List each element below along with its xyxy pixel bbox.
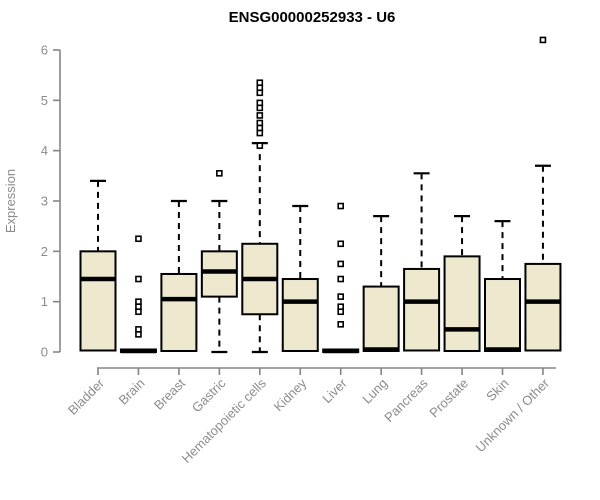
outlier-brain-0 [135, 235, 142, 243]
box-kidney [281, 278, 319, 352]
x-label-unknown-other: Unknown / Other [472, 375, 552, 455]
outlier-liver-3 [337, 275, 345, 283]
y-tick-label-6: 6 [41, 43, 48, 58]
box-gastric [200, 250, 238, 298]
box-skin [484, 278, 521, 352]
x-label-breast: Breast [151, 375, 188, 412]
outlier-gastric-0 [216, 170, 223, 177]
x-label-kidney: Kidney [271, 375, 310, 414]
outlier-unknown-other-0 [539, 36, 547, 44]
outlier-liver-6 [337, 308, 345, 316]
x-label-pancreas: Pancreas [381, 375, 431, 425]
x-label-bladder: Bladder [65, 375, 108, 418]
outlier-liver-1 [337, 240, 345, 248]
x-label-brain: Brain [115, 376, 147, 408]
y-tick-label-1: 1 [41, 294, 48, 309]
y-axis: 0 1 2 3 4 5 6 [41, 43, 61, 360]
outlier-liver-0 [337, 202, 345, 210]
outlier-brain-1 [135, 275, 142, 283]
outlier-hematopoietic-cells-5 [256, 112, 264, 119]
x-label-lung: Lung [359, 376, 390, 407]
y-tick-label-4: 4 [41, 143, 48, 158]
plot-area [79, 36, 562, 354]
y-tick-label-0: 0 [41, 345, 48, 360]
outlier-hematopoietic-cells-2 [256, 89, 264, 97]
outlier-hematopoietic-cells-4 [256, 104, 264, 112]
y-tick-label-5: 5 [41, 93, 48, 108]
outlier-hematopoietic-cells-9 [256, 142, 264, 149]
y-axis-label: Expression [3, 169, 18, 233]
box-prostate [443, 255, 481, 352]
box-pancreas [403, 267, 441, 352]
outlier-liver-7 [337, 321, 345, 328]
box-unknown-other [524, 262, 562, 352]
outlier-brain-4 [135, 308, 142, 316]
x-label-prostate: Prostate [426, 376, 471, 421]
outlier-brain-6 [135, 331, 142, 338]
x-label-skin: Skin [483, 376, 511, 404]
box-breast [160, 272, 198, 352]
y-tick-label-3: 3 [41, 194, 48, 209]
x-label-liver: Liver [319, 375, 350, 406]
outlier-liver-4 [337, 293, 345, 300]
box-lung [362, 285, 400, 352]
outlier-hematopoietic-cells-8 [256, 129, 264, 137]
chart-title: ENSG00000252933 - U6 [229, 9, 396, 26]
box-bladder [79, 250, 117, 352]
x-label-gastric: Gastric [189, 375, 229, 415]
y-tick-label-2: 2 [41, 244, 48, 259]
outlier-liver-2 [337, 260, 345, 268]
